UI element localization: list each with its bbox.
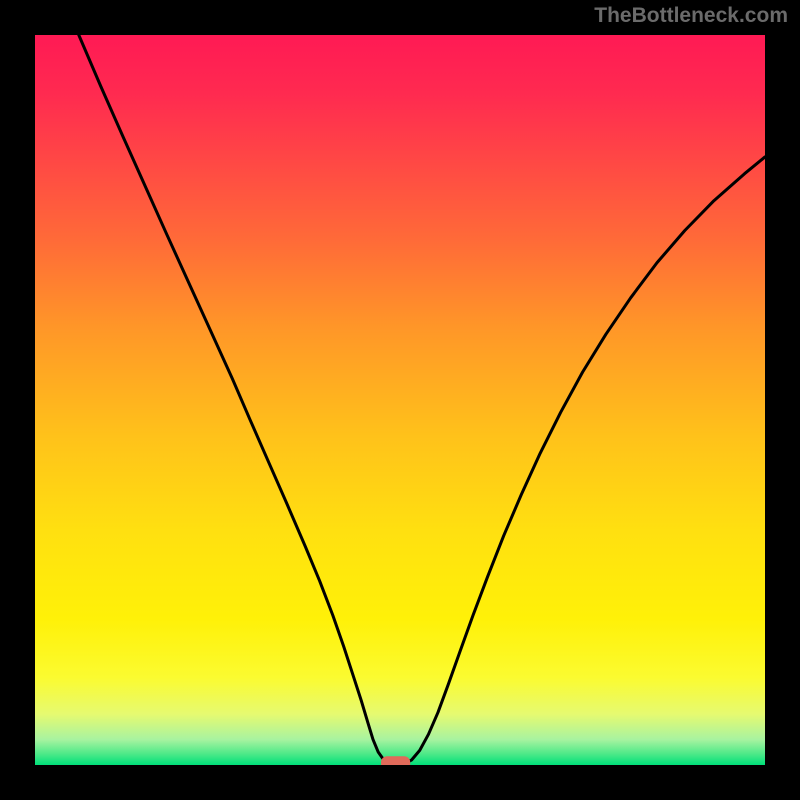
bottleneck-curve xyxy=(35,35,765,765)
minimum-marker xyxy=(381,756,410,765)
watermark-text: TheBottleneck.com xyxy=(594,4,788,28)
plot-area xyxy=(35,35,765,765)
